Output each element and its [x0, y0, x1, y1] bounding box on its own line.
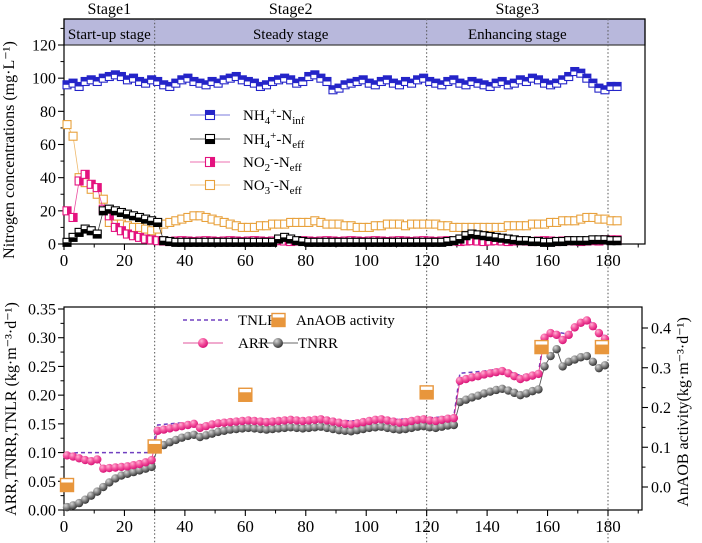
- series-no2_eff: [62, 169, 622, 247]
- svg-text:0: 0: [60, 517, 69, 536]
- svg-text:0.1: 0.1: [651, 440, 671, 457]
- svg-text:TNLR: TNLR: [238, 313, 277, 329]
- svg-text:20: 20: [40, 203, 56, 220]
- bottom-axes: 0.000.050.100.150.200.250.300.350.00.10.…: [28, 302, 671, 537]
- svg-text:0.35: 0.35: [28, 302, 56, 319]
- bottom-legend: TNLR AnAOB activity ARR TNRR: [183, 312, 395, 352]
- stage-title-2: Stage3: [496, 1, 540, 18]
- svg-text:60: 60: [40, 137, 56, 154]
- svg-text:NH4+-Ninf: NH4+-Ninf: [243, 106, 305, 127]
- bottom-right-title: AnAOB activity(kg·m⁻³·d⁻¹): [675, 317, 692, 507]
- svg-text:80: 80: [40, 104, 56, 121]
- series-nh4_inf: [62, 66, 622, 95]
- svg-text:NO2--Neff: NO2--Neff: [243, 153, 302, 174]
- series-anaob: [59, 339, 610, 493]
- legend-item-tnlr: TNLR: [183, 313, 277, 329]
- svg-text:ARR: ARR: [238, 336, 269, 352]
- svg-text:ARR,TNRR,TNLR (kg·m⁻³·d⁻¹): ARR,TNRR,TNLR (kg·m⁻³·d⁻¹): [3, 302, 20, 516]
- series-tnrr: [62, 345, 610, 512]
- legend-item-no2_eff: NO2--Neff: [190, 153, 302, 174]
- svg-text:20: 20: [116, 251, 133, 270]
- svg-text:0: 0: [48, 237, 56, 254]
- svg-text:40: 40: [40, 170, 56, 187]
- svg-text:60: 60: [237, 251, 254, 270]
- stage-title-1: Stage2: [269, 1, 313, 18]
- svg-text:160: 160: [535, 517, 561, 536]
- series-nh4_eff: [62, 204, 622, 247]
- bottom-left-title: ARR,TNRR,TNLR (kg·m⁻³·d⁻¹): [3, 302, 20, 516]
- svg-text:20: 20: [116, 517, 133, 536]
- top-axes: 0 20 40 60 80 100 120 0 20 40 60 80 100 120 140 160 180: [32, 27, 639, 270]
- svg-text:120: 120: [32, 38, 56, 55]
- legend-item-nh4_eff: NH4+-Neff: [190, 130, 305, 151]
- svg-text:NH4+-Neff: NH4+-Neff: [243, 130, 305, 151]
- legend-item-arr: ARR: [183, 336, 269, 352]
- svg-text:100: 100: [32, 71, 56, 88]
- stage-banner: Start-up stage Steady stage Enhancing stag…: [63, 18, 646, 46]
- svg-text:140: 140: [474, 517, 500, 536]
- svg-text:140: 140: [474, 251, 500, 270]
- stage-dividers: [154, 19, 609, 543]
- svg-text:0.30: 0.30: [28, 330, 56, 347]
- svg-text:0: 0: [60, 251, 69, 270]
- svg-text:100: 100: [353, 517, 379, 536]
- svg-text:0.15: 0.15: [28, 416, 56, 433]
- svg-text:0.3: 0.3: [651, 360, 671, 377]
- svg-text:0.20: 0.20: [28, 388, 56, 405]
- bottom-series: [59, 316, 610, 512]
- svg-text:0.10: 0.10: [28, 445, 56, 462]
- banner-label-1: Steady stage: [253, 27, 329, 43]
- top-series: [62, 66, 622, 247]
- top-y-title: Nitrogen concentrations (mg·L⁻¹): [1, 41, 18, 259]
- series-no3_eff: [62, 120, 622, 236]
- svg-text:0.00: 0.00: [28, 503, 56, 520]
- svg-text:0.4: 0.4: [651, 321, 671, 338]
- svg-text:80: 80: [297, 517, 314, 536]
- svg-text:AnAOB activity: AnAOB activity: [296, 313, 395, 329]
- svg-text:0.2: 0.2: [651, 400, 671, 417]
- svg-text:60: 60: [237, 517, 254, 536]
- legend-item-nh4_inf: NH4+-Ninf: [190, 106, 305, 127]
- svg-text:120: 120: [414, 251, 440, 270]
- legend-item-tnrr: TNRR: [258, 336, 338, 352]
- svg-text:100: 100: [353, 251, 379, 270]
- stage-titles: Stage1 Stage2 Stage3: [88, 1, 540, 18]
- series-arr: [62, 316, 610, 473]
- banner-label-2: Enhancing stage: [468, 27, 567, 43]
- svg-text:0.05: 0.05: [28, 474, 56, 491]
- svg-text:180: 180: [595, 251, 621, 270]
- svg-text:0.0: 0.0: [651, 480, 671, 497]
- legend-item-no3_eff: NO3--Neff: [190, 176, 302, 197]
- svg-text:160: 160: [535, 251, 561, 270]
- svg-text:40: 40: [176, 517, 193, 536]
- legend-item-anaob: AnAOB activity: [271, 312, 395, 329]
- svg-text:40: 40: [176, 251, 193, 270]
- svg-text:NO3--Neff: NO3--Neff: [243, 176, 302, 197]
- svg-text:120: 120: [414, 517, 440, 536]
- svg-text:0.25: 0.25: [28, 359, 56, 376]
- stage-title-0: Stage1: [88, 1, 132, 18]
- svg-text:AnAOB activity(kg·m⁻³·d⁻¹): AnAOB activity(kg·m⁻³·d⁻¹): [675, 317, 692, 507]
- svg-text:180: 180: [595, 517, 621, 536]
- svg-text:80: 80: [297, 251, 314, 270]
- banner-label-0: Start-up stage: [68, 27, 151, 43]
- svg-text:TNRR: TNRR: [298, 336, 338, 352]
- svg-text:Nitrogen concentrations (mg·L⁻: Nitrogen concentrations (mg·L⁻¹): [1, 41, 18, 259]
